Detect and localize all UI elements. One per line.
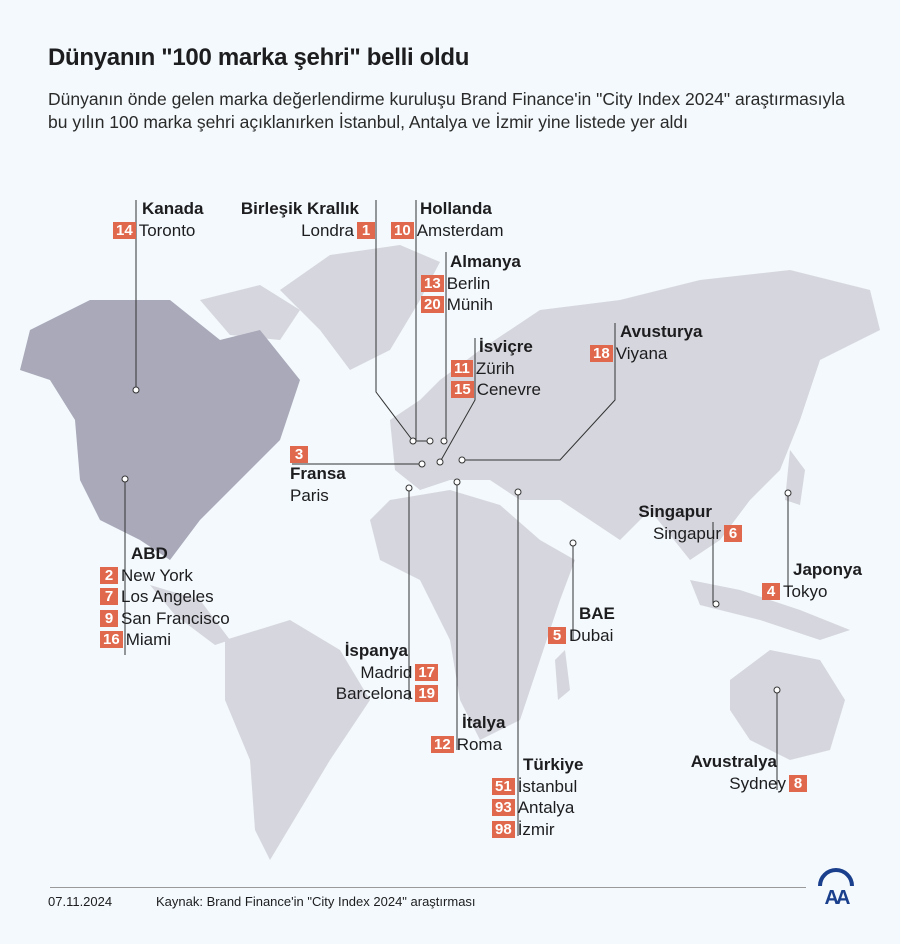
rank-badge: 51 <box>492 777 515 795</box>
callout-almanya: Almanya 13 Berlin 20 Münih <box>421 251 521 316</box>
rank-badge: 20 <box>421 296 444 314</box>
rank-badge: 18 <box>590 344 613 362</box>
rank-badge: 17 <box>415 663 438 681</box>
callout-birlesik-krallik: Birleşik Krallık Londra 1 <box>241 198 375 241</box>
rank-badge: 3 <box>290 446 308 463</box>
page-title: Dünyanın "100 marka şehri" belli oldu <box>48 44 470 71</box>
city-dots <box>121 386 792 694</box>
city-label: Miami <box>125 630 172 649</box>
rank-badge: 98 <box>492 820 515 838</box>
callout-japonya: Japonya 4 Tokyo <box>762 559 862 602</box>
uk-ireland <box>405 405 420 440</box>
city-label: Amsterdam <box>416 220 504 240</box>
rank-badge: 13 <box>421 274 444 292</box>
city-label: San Francisco <box>121 608 230 628</box>
africa <box>370 490 575 740</box>
city-label: İstanbul <box>517 776 578 796</box>
city-label: İzmir <box>517 819 555 839</box>
city-label: Zürih <box>475 358 515 378</box>
callout-hollanda: Hollanda 10 Amsterdam <box>391 198 504 241</box>
callout-isvicre: İsviçre 11 Zürih 15 Cenevre <box>451 336 541 401</box>
city-label: Viyana <box>615 343 668 363</box>
callout-kanada: Kanada 14 Toronto <box>113 198 203 241</box>
city-label: Madrid <box>360 662 413 682</box>
country-label: Kanada <box>142 199 204 218</box>
country-label: Fransa <box>290 464 346 483</box>
aa-logo-icon: AA <box>818 868 854 908</box>
rank-badge: 5 <box>548 626 566 644</box>
greenland <box>280 245 440 370</box>
city-label: Londra <box>301 220 354 240</box>
callout-turkiye: Türkiye 51 İstanbul 93 Antalya 98 İzmir <box>492 754 583 840</box>
callout-avustralya: Avustralya Sydney 8 <box>691 751 807 794</box>
city-label: Barcelona <box>335 684 413 703</box>
country-label: Almanya <box>450 252 521 271</box>
country-label: Türkiye <box>523 755 584 774</box>
footer-date: 07.11.2024 <box>48 894 113 909</box>
rank-badge: 9 <box>100 609 118 627</box>
city-label: Berlin <box>446 273 491 293</box>
footer-divider <box>50 887 806 888</box>
city-label: Roma <box>456 734 503 754</box>
country-label: Singapur <box>638 502 712 521</box>
rank-badge: 6 <box>724 524 742 542</box>
rank-badge: 16 <box>100 631 123 649</box>
callout-abd: ABD 2 New York 7 Los Angeles 9 San Francisc… <box>100 543 230 651</box>
country-label: İsviçre <box>479 337 533 356</box>
continents <box>150 245 880 860</box>
south-america <box>225 620 370 860</box>
city-label: New York <box>121 565 193 585</box>
arctic-islands <box>200 285 300 340</box>
rank-badge: 7 <box>100 588 118 606</box>
footer-source: Kaynak: Brand Finance'in "City Index 202… <box>156 894 476 909</box>
country-label: Avustralya <box>690 752 777 771</box>
callout-bae: BAE 5 Dubai <box>548 603 615 646</box>
callout-ispanya: İspanya Madrid 17 Barcelona 19 <box>336 640 438 705</box>
central-america <box>150 585 230 645</box>
city-label: Antalya <box>517 798 575 817</box>
madagascar <box>555 650 570 700</box>
rank-badge: 11 <box>451 359 473 377</box>
city-label: Cenevre <box>476 380 541 399</box>
rank-badge: 2 <box>100 566 118 584</box>
southeast-asia <box>690 580 850 640</box>
city-label: Toronto <box>138 220 196 240</box>
country-label: ABD <box>131 544 168 563</box>
country-label: Birleşik Krallık <box>240 199 359 218</box>
australia <box>730 650 845 760</box>
country-label: BAE <box>579 604 615 623</box>
rank-badge: 4 <box>762 582 780 600</box>
svg-text:AA: AA <box>825 887 850 908</box>
page-subtitle: Dünyanın önde gelen marka değerlendirme … <box>48 89 845 132</box>
city-label: Dubai <box>569 625 614 645</box>
city-label: Los Angeles <box>121 587 214 606</box>
city-label: Tokyo <box>783 581 828 601</box>
rank-badge: 1 <box>357 221 375 239</box>
city-label: Münih <box>446 295 493 314</box>
north-america-highlight <box>20 300 300 560</box>
city-label: Paris <box>290 485 329 505</box>
country-label: Japonya <box>793 560 862 579</box>
callout-avusturya: Avusturya 18 Viyana <box>590 321 703 364</box>
rank-badge: 14 <box>113 221 136 239</box>
rank-badge: 10 <box>391 221 414 239</box>
country-label: İtalya <box>462 713 506 732</box>
city-label: Singapur <box>652 523 721 543</box>
rank-badge: 15 <box>451 381 474 399</box>
eurasia <box>390 270 880 560</box>
callout-fransa: 3 Fransa Paris <box>290 446 346 506</box>
city-label: Sydney <box>729 773 786 793</box>
country-label: İspanya <box>344 641 408 660</box>
country-label: Hollanda <box>420 199 492 218</box>
rank-badge: 8 <box>789 774 807 792</box>
callout-singapur: Singapur Singapur 6 <box>638 501 742 544</box>
rank-badge: 93 <box>492 799 515 817</box>
rank-badge: 12 <box>431 735 454 753</box>
callout-italya: İtalya 12 Roma <box>431 712 505 755</box>
country-label: Avusturya <box>620 322 703 341</box>
rank-badge: 19 <box>415 685 438 703</box>
